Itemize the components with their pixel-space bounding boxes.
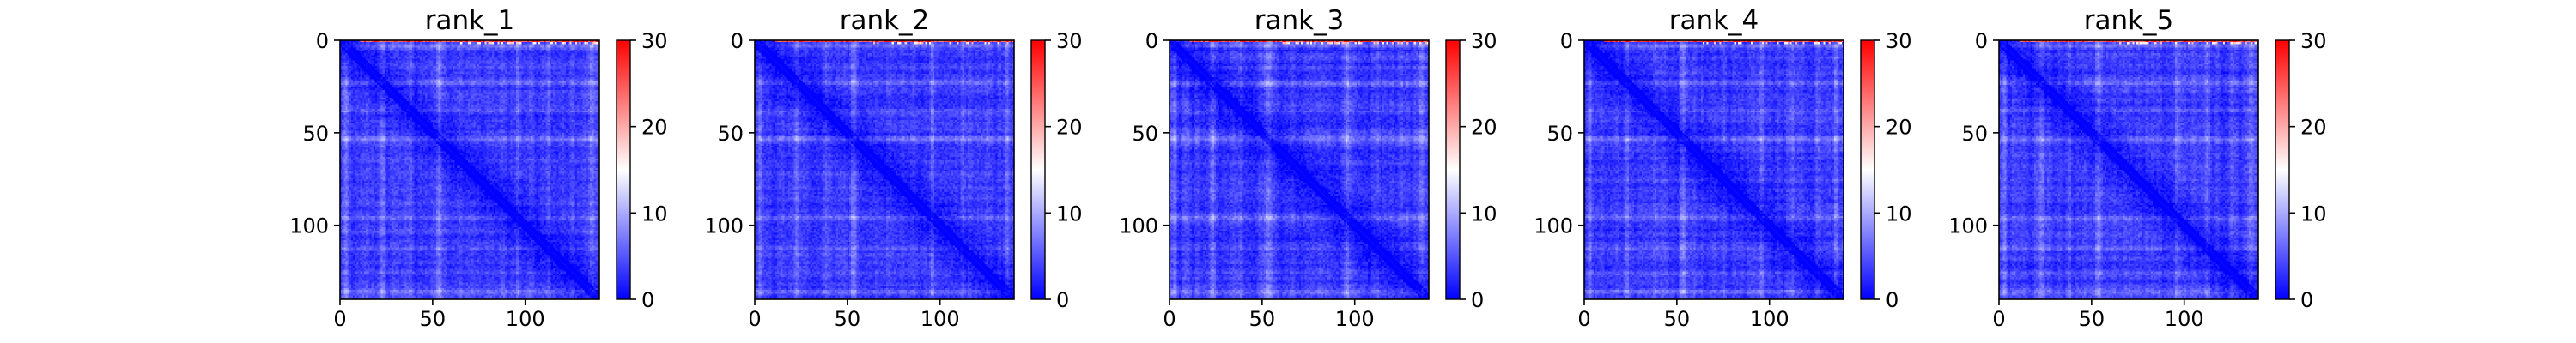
colorbar-tick-label: 30	[1886, 29, 1912, 53]
colorbar-tick-label: 0	[1471, 288, 1484, 312]
heatmap-panel-1: rank_1 0 50 100 0 50 100 0 10 20 30	[289, 5, 667, 331]
colorbar-tick-label: 20	[2300, 116, 2327, 140]
panel-title: rank_2	[840, 5, 930, 36]
colorbar-tick-label: 20	[1056, 116, 1083, 140]
y-tick-label: 0	[1145, 29, 1158, 53]
colorbar-tick-label: 10	[1056, 202, 1083, 226]
colorbar	[1860, 39, 1875, 300]
x-tick-label: 50	[420, 307, 447, 331]
y-tick-label: 50	[1132, 122, 1158, 146]
colorbar-tick-label: 0	[1056, 288, 1069, 312]
y-tick-label: 50	[302, 122, 329, 146]
colorbar-tick-label: 10	[1471, 202, 1498, 226]
heatmap-frame	[1998, 39, 2259, 300]
heatmap-panel-4: rank_4 0 50 100 0 50 100 0 10 20 30	[1534, 5, 1911, 331]
y-tick-label: 50	[717, 122, 744, 146]
panel-title: rank_1	[425, 5, 515, 36]
y-tick-label: 50	[1961, 122, 1988, 146]
heatmap-frame	[1583, 39, 1844, 300]
colorbar	[2275, 39, 2290, 300]
y-tick-label: 100	[289, 214, 329, 238]
colorbar-tick-label: 30	[1471, 29, 1498, 53]
heatmap-image	[1170, 40, 1429, 299]
x-tick-label: 100	[506, 307, 545, 331]
colorbar-tick-label: 20	[1471, 116, 1498, 140]
y-tick-label: 0	[1560, 29, 1573, 53]
colorbar-tick-label: 0	[641, 288, 654, 312]
colorbar-tick-label: 0	[2300, 288, 2313, 312]
heatmap-image	[1584, 40, 1844, 299]
x-tick-label: 100	[1750, 307, 1789, 331]
y-tick-label: 100	[1534, 214, 1573, 238]
heatmap-frame	[1169, 39, 1430, 300]
y-tick-label: 0	[1975, 29, 1988, 53]
heatmap-panel-5: rank_5 0 50 100 0 50 100 0 10 20 30	[1948, 5, 2326, 331]
y-tick-label: 100	[1119, 214, 1158, 238]
x-tick-label: 50	[1664, 307, 1691, 331]
y-tick-label: 0	[316, 29, 329, 53]
x-tick-label: 50	[2079, 307, 2105, 331]
y-tick-label: 100	[1948, 214, 1988, 238]
colorbar-tick-label: 20	[641, 116, 668, 140]
colorbar-tick-label: 20	[1886, 116, 1912, 140]
y-tick-label: 100	[704, 214, 744, 238]
y-tick-label: 0	[731, 29, 744, 53]
heatmap-frame	[754, 39, 1015, 300]
x-tick-label: 0	[1992, 307, 2005, 331]
colorbar	[1030, 39, 1046, 300]
x-tick-label: 50	[835, 307, 861, 331]
y-tick-label: 50	[1546, 122, 1573, 146]
colorbar-tick-label: 30	[1056, 29, 1083, 53]
heatmap-frame	[339, 39, 600, 300]
x-tick-label: 0	[1577, 307, 1590, 331]
colorbar-tick-label: 0	[1886, 288, 1899, 312]
colorbar-tick-label: 30	[2300, 29, 2327, 53]
panel-title: rank_4	[1669, 5, 1759, 36]
colorbar-tick-label: 30	[641, 29, 668, 53]
colorbar-tick-label: 10	[641, 202, 668, 226]
colorbar	[616, 39, 631, 300]
x-tick-label: 50	[1249, 307, 1276, 331]
panel-title: rank_3	[1255, 5, 1345, 36]
colorbar	[1445, 39, 1461, 300]
x-tick-label: 100	[2165, 307, 2204, 331]
panel-title: rank_5	[2084, 5, 2174, 36]
x-tick-label: 100	[920, 307, 960, 331]
heatmap-image	[340, 40, 599, 299]
heatmap-image	[1999, 40, 2258, 299]
x-tick-label: 0	[333, 307, 346, 331]
x-tick-label: 100	[1335, 307, 1375, 331]
heatmap-image	[755, 40, 1014, 299]
heatmap-panel-3: rank_3 0 50 100 0 50 100 0 10 20 30	[1119, 5, 1497, 331]
x-tick-label: 0	[1163, 307, 1176, 331]
heatmap-panel-2: rank_2 0 50 100 0 50 100 0 10 20 30	[704, 5, 1082, 331]
x-tick-label: 0	[748, 307, 761, 331]
colorbar-tick-label: 10	[2300, 202, 2327, 226]
colorbar-tick-label: 10	[1886, 202, 1912, 226]
